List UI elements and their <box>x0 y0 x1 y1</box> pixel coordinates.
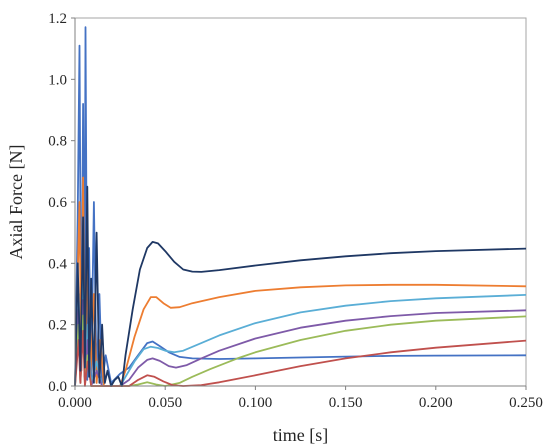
x-tick-label: 0.050 <box>148 395 182 411</box>
y-axis-label: Axial Force [N] <box>6 145 26 260</box>
x-tick-labels: 0.000 0.050 0.100 0.150 0.200 0.250 <box>58 386 543 411</box>
y-tick-labels: 0.0 0.2 0.4 0.6 0.8 1.0 1.2 <box>48 11 75 395</box>
x-tick-label: 0.150 <box>329 395 363 411</box>
y-tick-label: 0.4 <box>48 256 67 272</box>
y-tick-label: 1.2 <box>48 11 67 27</box>
x-tick-label: 0.100 <box>239 395 273 411</box>
x-tick-label: 0.250 <box>509 395 543 411</box>
y-tick-label: 0.6 <box>48 195 67 211</box>
y-tick-label: 0.8 <box>48 134 67 150</box>
series-line-7 <box>74 185 527 387</box>
y-tick-label: 0.0 <box>48 379 67 395</box>
x-tick-label: 0.000 <box>58 395 92 411</box>
y-tick-label: 1.0 <box>48 72 67 88</box>
x-tick-label: 0.200 <box>419 395 453 411</box>
series-layer <box>74 26 527 387</box>
y-tick-label: 0.2 <box>48 318 67 334</box>
x-axis-label: time [s] <box>273 425 329 445</box>
